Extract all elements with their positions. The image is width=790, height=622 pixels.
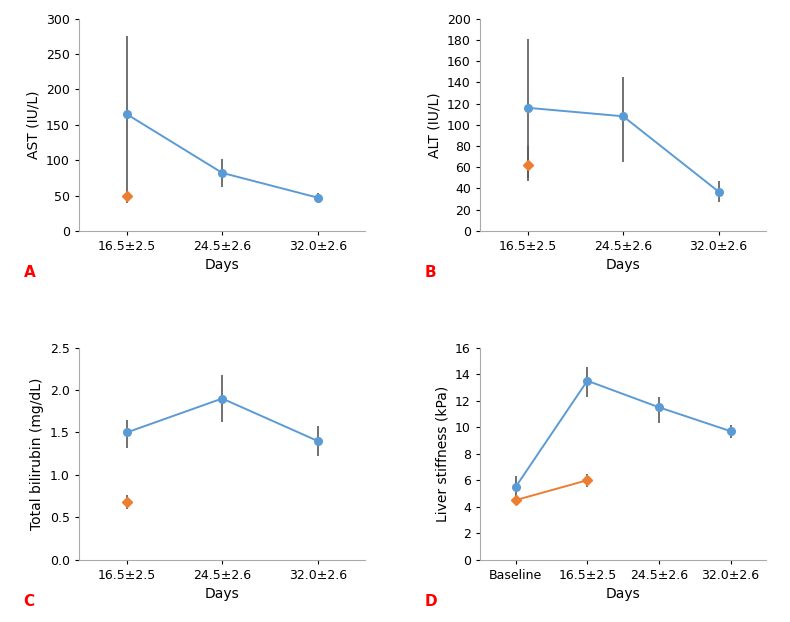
- X-axis label: Days: Days: [606, 259, 641, 272]
- Y-axis label: Liver stiffness (kPa): Liver stiffness (kPa): [435, 386, 450, 522]
- X-axis label: Days: Days: [606, 587, 641, 601]
- Text: A: A: [24, 265, 36, 280]
- Text: C: C: [24, 594, 35, 609]
- X-axis label: Days: Days: [205, 587, 239, 601]
- Text: B: B: [424, 265, 436, 280]
- Y-axis label: AST (IU/L): AST (IU/L): [27, 91, 40, 159]
- Text: D: D: [424, 594, 437, 609]
- Y-axis label: ALT (IU/L): ALT (IU/L): [427, 92, 442, 157]
- X-axis label: Days: Days: [205, 259, 239, 272]
- Y-axis label: Total bilirubin (mg/dL): Total bilirubin (mg/dL): [31, 378, 44, 530]
